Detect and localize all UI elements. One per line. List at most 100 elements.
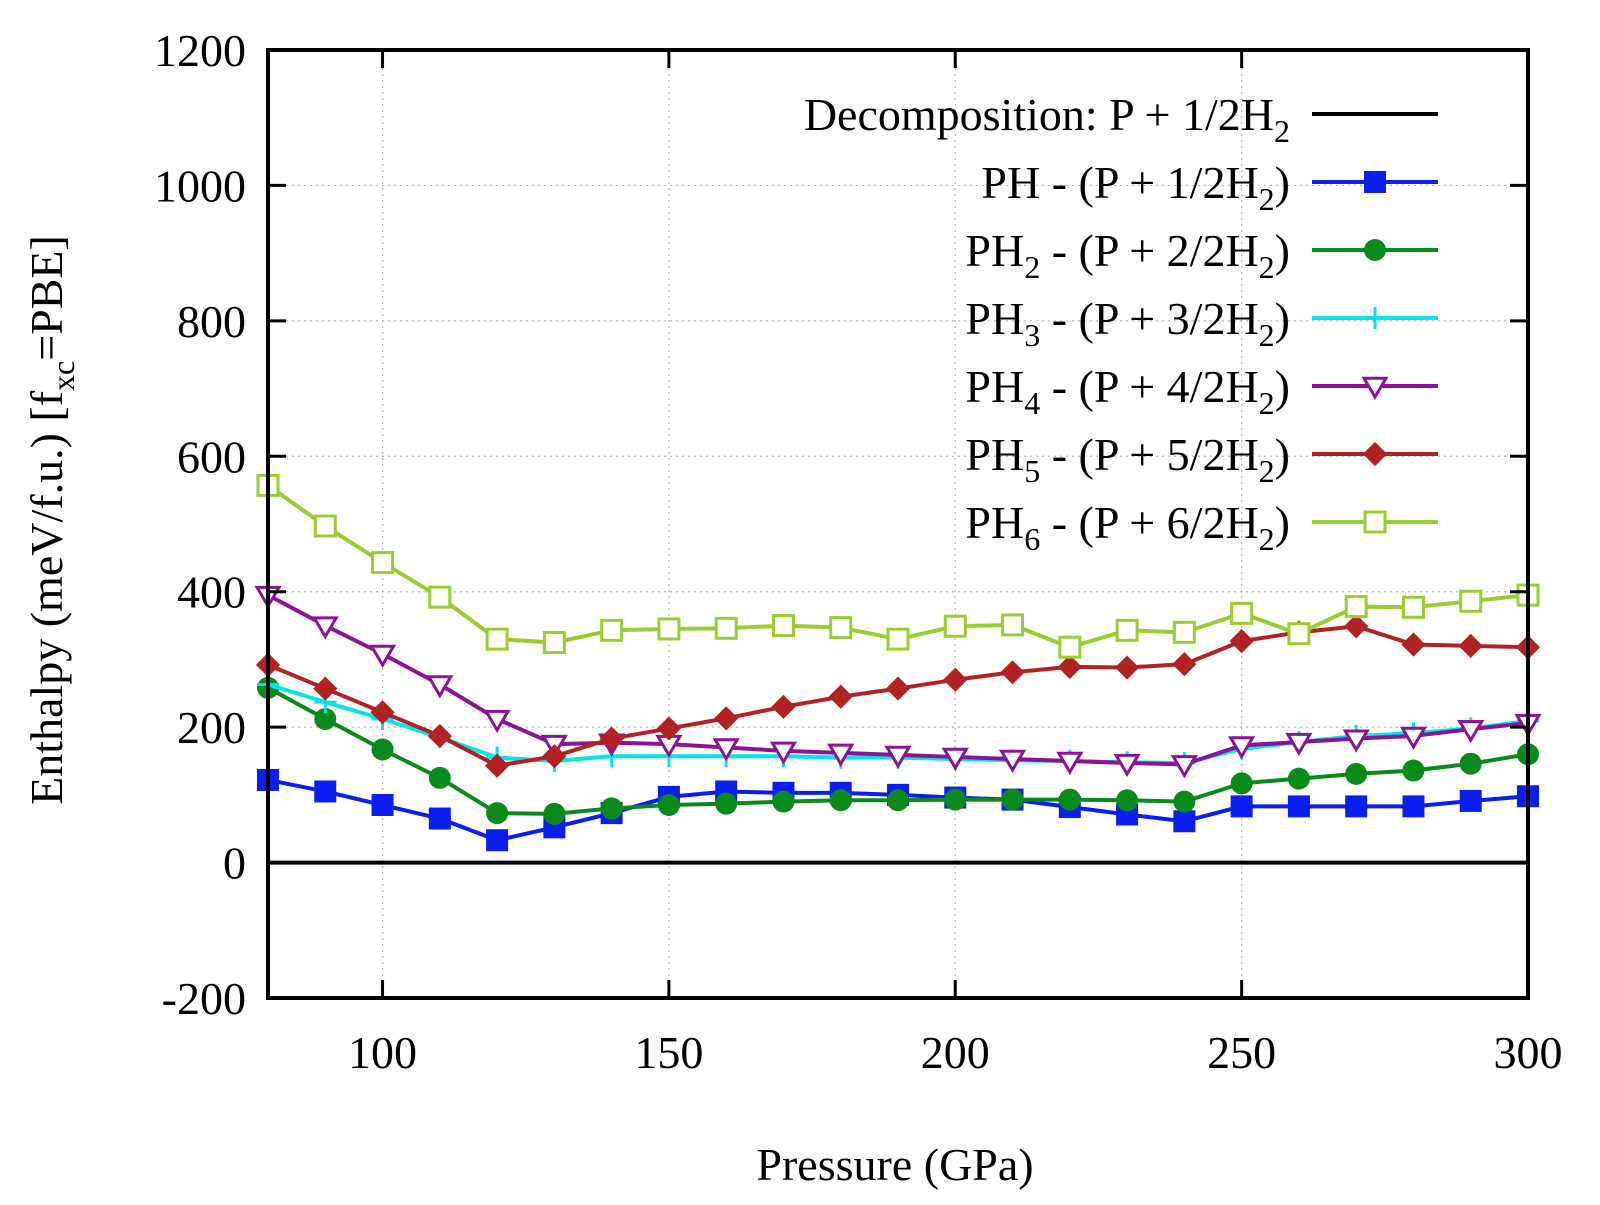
data-point [485, 627, 509, 651]
legend-label-formula: PH [965, 293, 1024, 344]
y-tick-label: 600 [177, 431, 246, 482]
y-axis-title: Enthalpy (meV/f.u.) [fxc=PBE] [21, 235, 81, 805]
legend-label-sub: 2 [1274, 113, 1290, 149]
legend-label-sub: 5 [1024, 453, 1040, 489]
legend-label-formula: PH [965, 429, 1024, 480]
grid [268, 50, 1528, 998]
data-point [998, 749, 1027, 773]
data-point [600, 797, 623, 820]
data-point [887, 789, 909, 812]
data-point [484, 753, 510, 778]
data-point [314, 708, 337, 731]
legend-label: PH2 - (P + 2/2H2) [965, 225, 1290, 285]
data-point [1344, 614, 1369, 639]
y-axis-title-main: Enthalpy (meV/f.u.) [f [21, 390, 72, 805]
data-point [1000, 660, 1025, 685]
legend-swatch-marker [1361, 376, 1389, 400]
x-tick-label: 100 [348, 1027, 417, 1078]
data-point [714, 616, 738, 640]
legend-swatch-marker [1362, 441, 1388, 467]
series-layer [254, 473, 1542, 865]
data-point [944, 788, 967, 811]
legend-label-formula: PH [965, 497, 1024, 548]
data-point [542, 744, 567, 769]
y-tick-label: 400 [177, 567, 246, 618]
data-point [1459, 752, 1482, 775]
legend-label-sub: 4 [1024, 385, 1040, 421]
legend-swatch-marker [1364, 239, 1386, 261]
data-point [827, 743, 855, 767]
data-point [314, 780, 337, 803]
data-point [1229, 629, 1254, 654]
data-point [1172, 652, 1197, 677]
data-point [311, 616, 339, 640]
data-point [1230, 772, 1253, 795]
legend-label: PH3 - (P + 3/2H2) [965, 293, 1290, 353]
data-point [657, 794, 680, 817]
legend-label-post: ) [1275, 429, 1290, 480]
data-point [1285, 732, 1313, 756]
data-point [769, 741, 798, 765]
data-point [941, 747, 969, 771]
data-point [771, 694, 796, 719]
data-point [1402, 795, 1425, 818]
plot-frame [266, 48, 1530, 1000]
legend-label-post: ) [1275, 497, 1290, 548]
legend-label-sub: 2 [1024, 249, 1040, 285]
data-point [1115, 618, 1139, 642]
data-point [771, 614, 795, 638]
data-point [1113, 753, 1141, 777]
legend-label-mid: - (P + 3/2H [1040, 293, 1258, 344]
data-point [428, 585, 452, 609]
data-point [1401, 632, 1426, 657]
data-point [829, 616, 853, 640]
legend-label-mid: - (P + 2/2H [1040, 225, 1258, 276]
data-point [1230, 795, 1253, 818]
data-point [1459, 589, 1483, 613]
legend-label-sub: 2 [1259, 181, 1275, 217]
data-point [1173, 790, 1196, 813]
data-point [313, 676, 338, 701]
data-point [943, 667, 968, 692]
data-point [483, 709, 511, 733]
y-tick-label: 800 [177, 296, 246, 347]
data-point [1230, 601, 1254, 625]
data-point [884, 745, 912, 769]
legend-swatch-marker [1363, 510, 1387, 534]
ticks: -200 0 200 400 600 800 1000 1200 100 150 200 250 300 [154, 25, 1563, 1078]
data-point [1001, 788, 1024, 811]
data-point [1399, 726, 1428, 750]
data-point [943, 614, 967, 638]
legend-label-sub: 2 [1259, 453, 1275, 489]
series-6 [256, 473, 1540, 659]
y-axis-title-sub: xc [45, 361, 81, 391]
x-tick-label: 300 [1494, 1027, 1563, 1078]
data-point [599, 726, 624, 751]
legend-label-post: ) [1275, 225, 1290, 276]
data-point [1173, 810, 1196, 833]
data-point [886, 627, 910, 651]
data-point [368, 644, 397, 668]
y-tick-label: 0 [223, 838, 246, 889]
legend-label-sub: 3 [1024, 317, 1040, 353]
data-point [486, 829, 509, 852]
legend-label-main: PH - (P + 1/2H [981, 157, 1258, 208]
data-point [428, 807, 451, 830]
legend-label-mid: - (P + 5/2H [1040, 429, 1258, 480]
data-point [828, 684, 853, 709]
data-point [772, 790, 795, 813]
data-point [1344, 595, 1368, 619]
legend-label-sub: 2 [1259, 521, 1275, 557]
data-point [1056, 751, 1084, 775]
data-point [656, 716, 682, 741]
legend-label-formula: PH [965, 225, 1024, 276]
data-point [543, 802, 566, 825]
series-2 [257, 676, 1539, 825]
legend-label-post: ) [1275, 361, 1290, 412]
data-point [428, 766, 451, 789]
x-tick-label: 250 [1207, 1027, 1276, 1078]
data-point [371, 551, 395, 575]
